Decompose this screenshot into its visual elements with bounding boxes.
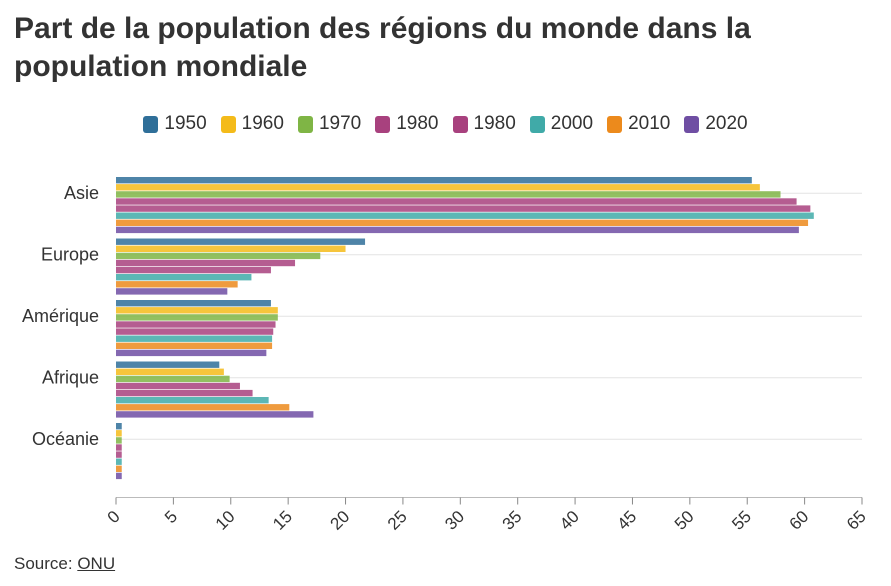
legend-item[interactable]: 2000 xyxy=(529,113,594,135)
bar xyxy=(116,259,296,267)
legend-item[interactable]: 1950 xyxy=(143,113,207,135)
x-tick-label: 20 xyxy=(327,507,354,534)
bar xyxy=(116,430,122,437)
bar xyxy=(116,451,122,458)
legend-label: 2010 xyxy=(628,113,671,134)
bar xyxy=(116,335,273,342)
bar xyxy=(116,342,273,349)
legend-item[interactable]: 1980 xyxy=(452,113,516,135)
legend-swatch xyxy=(607,115,623,133)
bar xyxy=(116,321,276,328)
bar xyxy=(116,245,346,252)
bar xyxy=(116,397,269,404)
source-note: Source: ONU xyxy=(14,554,115,574)
bar xyxy=(116,212,814,219)
bar xyxy=(116,314,278,321)
bar xyxy=(116,219,809,226)
category-label: Afrique xyxy=(42,368,99,388)
bar xyxy=(116,198,797,205)
x-tick-label: 40 xyxy=(556,507,583,534)
bar xyxy=(116,368,224,375)
x-tick-label: 45 xyxy=(613,507,640,534)
bar xyxy=(116,288,228,295)
legend-swatch xyxy=(297,115,313,133)
x-tick-label: 50 xyxy=(671,507,698,534)
bar xyxy=(116,404,290,411)
bar xyxy=(116,465,122,472)
x-tick-label: 5 xyxy=(161,507,181,527)
legend-swatch xyxy=(452,115,468,133)
legend-item[interactable]: 2010 xyxy=(607,113,670,135)
bar xyxy=(116,361,220,368)
legend-swatch xyxy=(220,115,236,133)
category-label: Europe xyxy=(41,245,99,265)
legend-label: 1950 xyxy=(164,113,207,134)
legend-swatch xyxy=(375,115,391,133)
legend-item[interactable]: 1960 xyxy=(220,113,284,135)
legend-item[interactable]: 1980 xyxy=(375,113,439,135)
legend-label: 2000 xyxy=(550,113,594,134)
legend-swatch xyxy=(143,115,159,133)
bar xyxy=(116,328,274,335)
bar xyxy=(116,423,122,430)
x-tick-label: 55 xyxy=(728,507,755,534)
bar xyxy=(116,300,271,307)
x-tick-label: 30 xyxy=(441,507,468,534)
legend-item[interactable]: 2020 xyxy=(684,113,748,135)
x-tick-label: 35 xyxy=(499,507,526,534)
bar xyxy=(116,177,752,184)
bar xyxy=(116,281,238,288)
legend-label: 2020 xyxy=(705,113,748,134)
bar xyxy=(116,274,252,281)
bar xyxy=(116,226,799,234)
bar xyxy=(116,205,811,212)
x-tick-label: 15 xyxy=(269,507,296,534)
bar xyxy=(116,437,122,444)
bar xyxy=(116,266,271,274)
bar-chart: Asie Europe Amérique Afrique Océanie 0 5 10 15 20… xyxy=(22,177,870,534)
legend-label: 1980 xyxy=(473,113,516,134)
bar xyxy=(116,238,366,245)
source-label: Source: xyxy=(14,554,78,573)
legend-label: 1960 xyxy=(241,113,284,134)
bar xyxy=(116,349,267,357)
bar xyxy=(116,444,122,451)
bar xyxy=(116,389,253,397)
legend-swatch xyxy=(684,115,700,133)
x-tick-label: 65 xyxy=(843,507,870,534)
bar xyxy=(116,472,122,480)
legend-label: 1970 xyxy=(318,113,362,134)
category-label: Amérique xyxy=(22,306,99,326)
bar xyxy=(116,191,781,198)
x-tick-label: 10 xyxy=(212,507,239,534)
category-label: Océanie xyxy=(32,429,99,449)
legend-label: 1980 xyxy=(396,113,439,134)
legend-swatch xyxy=(529,115,545,133)
bar xyxy=(116,184,760,191)
bar xyxy=(116,382,240,390)
source-link[interactable]: ONU xyxy=(77,554,116,573)
x-tick-label: 60 xyxy=(786,507,813,534)
bar xyxy=(116,411,314,418)
category-label: Asie xyxy=(64,183,99,203)
bar xyxy=(116,252,321,260)
chart-title: Part de la population des régions du mon… xyxy=(14,12,751,83)
bar xyxy=(116,458,122,465)
chart-legend: 1950 1960 1970 1980 1980 2000 2010 2020 xyxy=(0,113,891,135)
x-tick-label: 0 xyxy=(104,507,124,527)
x-tick-label: 25 xyxy=(384,507,411,534)
legend-item[interactable]: 1970 xyxy=(297,113,362,135)
bar xyxy=(116,307,278,314)
bar xyxy=(116,375,230,383)
